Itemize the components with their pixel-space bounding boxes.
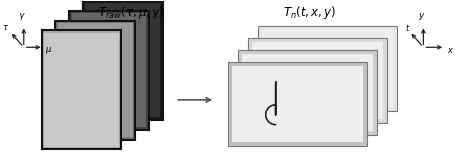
Bar xyxy=(262,30,393,107)
Text: $y$: $y$ xyxy=(418,11,425,21)
Bar xyxy=(252,42,383,119)
Bar xyxy=(83,1,163,120)
Text: $\tau$: $\tau$ xyxy=(2,23,9,32)
Text: $t$: $t$ xyxy=(405,22,410,33)
Text: $\mu$: $\mu$ xyxy=(45,45,52,56)
Text: $\gamma$: $\gamma$ xyxy=(18,11,25,21)
Bar xyxy=(258,26,396,111)
Text: $T_{raw}(\tau,\mu,\gamma)$: $T_{raw}(\tau,\mu,\gamma)$ xyxy=(97,4,164,21)
Bar xyxy=(72,13,146,127)
Text: $x$: $x$ xyxy=(446,46,454,55)
Bar xyxy=(69,11,149,130)
Bar xyxy=(248,38,387,123)
Bar xyxy=(228,62,367,147)
Bar xyxy=(85,3,160,117)
Bar xyxy=(44,33,119,147)
Bar xyxy=(238,50,377,135)
Bar xyxy=(242,54,373,131)
Text: $T_n(t,x,y)$: $T_n(t,x,y)$ xyxy=(283,4,336,21)
Bar xyxy=(55,20,135,140)
Bar xyxy=(232,66,363,143)
Bar xyxy=(58,23,133,137)
Bar xyxy=(42,30,121,149)
